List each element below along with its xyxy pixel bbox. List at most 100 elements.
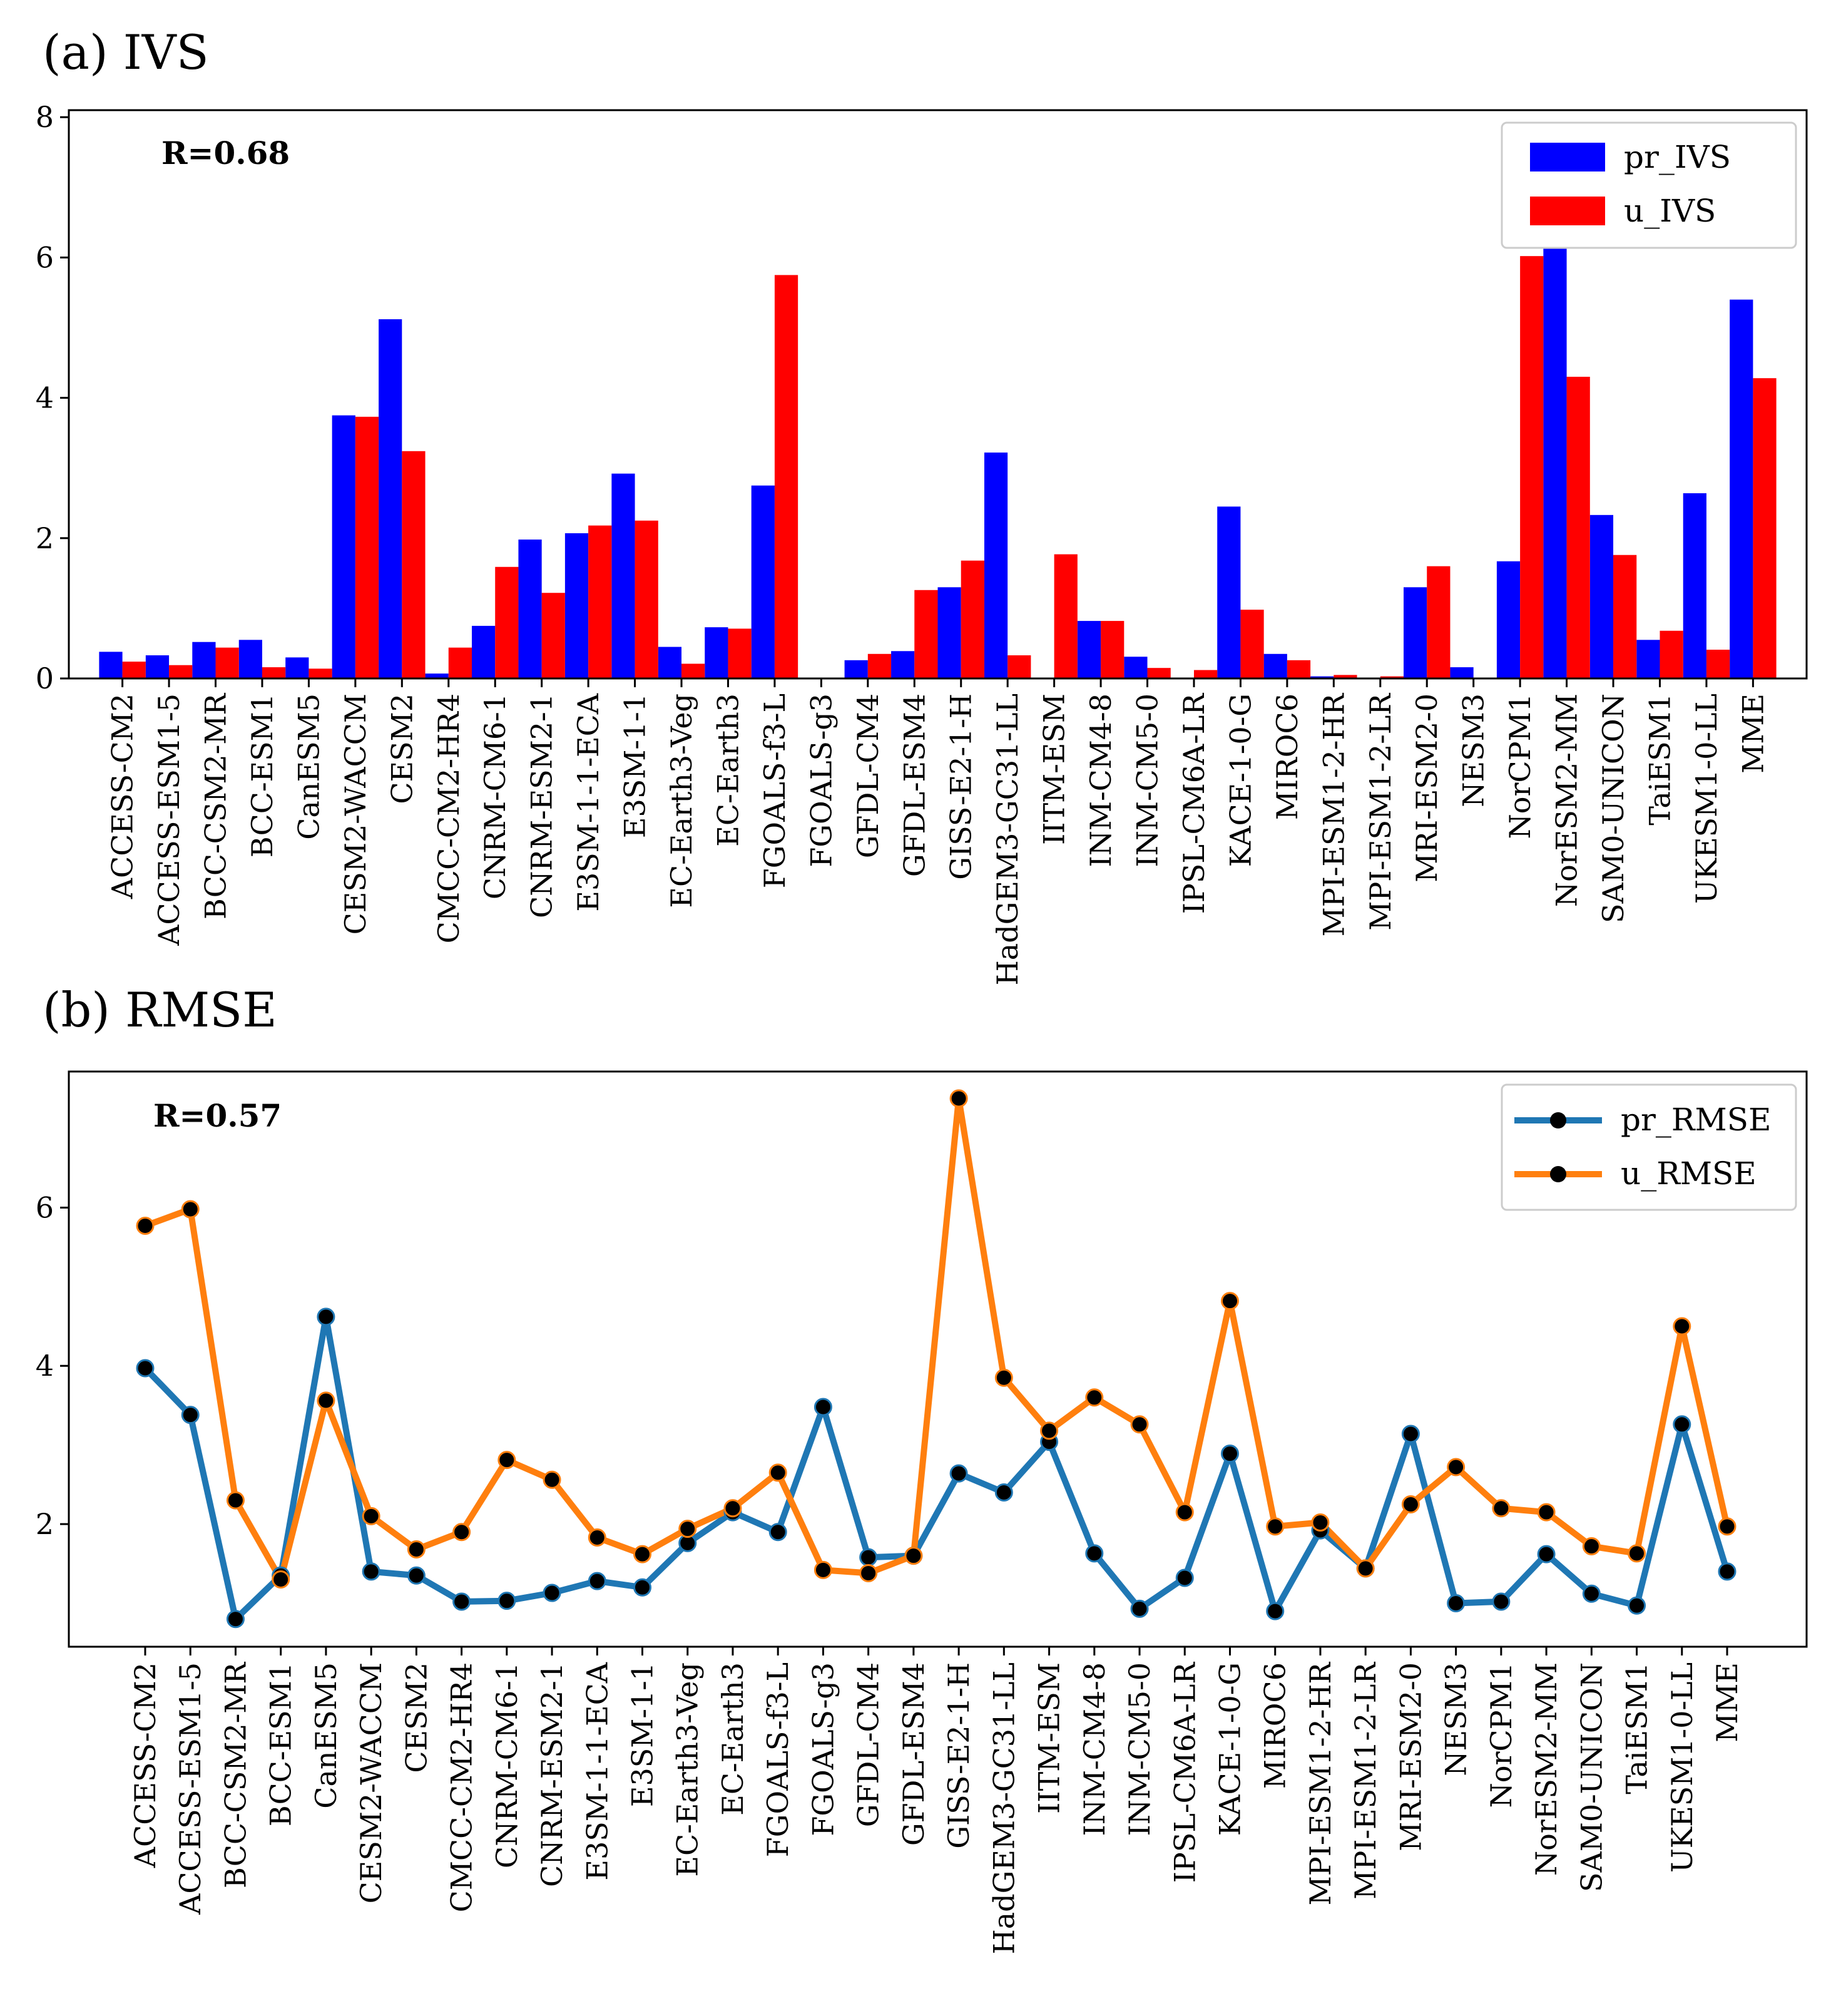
panel-a-x-tick-label-miroc6: MIROC6: [1270, 693, 1304, 820]
bar-u-ivs-norcpm1: [1520, 256, 1544, 679]
panel-a-y-tick-label: 4: [36, 381, 54, 415]
bar-pr-ivs-taiesm1: [1636, 640, 1660, 678]
point-u-rmse-noresm2-mm: [1537, 1503, 1556, 1522]
panel-b-lines: [136, 1089, 1737, 1629]
point-pr-rmse-giss-e2-1-h: [949, 1464, 968, 1483]
point-u-rmse-fgoals-f3-l: [768, 1463, 787, 1482]
panel-b-x-tick-label-mpi-esm1-2-hr: MPI-ESM1-2-HR: [1303, 1662, 1337, 1906]
point-pr-rmse-cnrm-cm6-1: [497, 1592, 516, 1610]
legend-label-u-rmse: u_RMSE: [1621, 1155, 1757, 1192]
panel-a-ivs-bar-chart: (a) IVS 0 2 4 6 8 ACCESS-CM2 ACCESS-ESM1-5 BCC…: [36, 24, 1808, 985]
panel-b-x-tick-label-mme: MME: [1710, 1662, 1744, 1742]
point-pr-rmse-access-esm1-5: [181, 1406, 200, 1425]
panel-a-x-tick-label-access-cm2: ACCESS-CM2: [106, 693, 140, 899]
point-u-rmse-access-cm2: [136, 1216, 155, 1235]
bar-pr-ivs-norcpm1: [1496, 561, 1521, 678]
bar-pr-ivs-inm-cm4-8: [1077, 621, 1101, 678]
point-u-rmse-cmcc-cm2-hr4: [452, 1523, 471, 1542]
panel-a-y-axis: 0 2 4 6 8: [36, 100, 69, 695]
bar-u-ivs-kace-1-0-g: [1240, 610, 1264, 678]
point-pr-rmse-sam0-unicon: [1582, 1584, 1601, 1603]
point-u-rmse-iitm-esm: [1040, 1421, 1059, 1440]
panel-a-x-axis: ACCESS-CM2 ACCESS-ESM1-5 BCC-CSM2-MR BCC-ES…: [106, 678, 1770, 985]
bar-u-ivs-cmcc-cm2-hr4: [448, 647, 472, 678]
bar-pr-ivs-mri-esm2-0: [1404, 587, 1427, 678]
panel-a-x-tick-label-mpi-esm1-2-lr: MPI-ESM1-2-LR: [1364, 693, 1397, 931]
panel-b-x-tick-label-fgoals-g3: FGOALS-g3: [806, 1662, 840, 1836]
bar-u-ivs-e3sm-1-1-eca: [588, 525, 612, 678]
panel-b-x-tick-label-fgoals-f3-l: FGOALS-f3-L: [761, 1662, 795, 1857]
panel-b-y-tick-label: 4: [36, 1349, 54, 1383]
bar-pr-ivs-cmcc-cm2-hr4: [425, 673, 449, 678]
panel-a-x-tick-label-ipsl-cm6a-lr: IPSL-CM6A-LR: [1177, 693, 1211, 914]
point-u-rmse-cnrm-cm6-1: [497, 1451, 516, 1470]
panel-a-x-tick-label-e3sm-1-1-eca: E3SM-1-1-ECA: [571, 693, 605, 911]
point-u-rmse-mpi-esm1-2-hr: [1311, 1513, 1330, 1532]
panel-b-x-tick-label-access-esm1-5: ACCESS-ESM1-5: [173, 1662, 207, 1915]
panel-b-x-tick-label-ec-earth3: EC-Earth3: [716, 1662, 750, 1816]
panel-b-y-axis: 2 4 6: [36, 1190, 69, 1541]
bar-u-ivs-cnrm-esm2-1: [541, 593, 565, 678]
panel-a-x-tick-label-fgoals-g3: FGOALS-g3: [804, 693, 838, 867]
panel-a-x-tick-label-cesm2: CESM2: [385, 693, 419, 804]
point-pr-rmse-norcpm1: [1492, 1592, 1511, 1611]
point-pr-rmse-e3sm-1-1: [633, 1578, 652, 1597]
point-pr-rmse-mme: [1718, 1562, 1737, 1581]
panel-a-x-tick-label-mme: MME: [1736, 693, 1770, 774]
bar-pr-ivs-access-cm2: [99, 652, 123, 678]
point-pr-rmse-nesm3: [1447, 1594, 1466, 1612]
bar-u-ivs-giss-e2-1-h: [961, 560, 984, 678]
panel-a-correlation-label: R=0.68: [161, 135, 290, 171]
bar-pr-ivs-ec-earth3: [705, 627, 728, 678]
bar-pr-ivs-kace-1-0-g: [1217, 506, 1241, 678]
bar-pr-ivs-gfdl-cm4: [844, 660, 868, 678]
bar-pr-ivs-gfdl-esm4: [891, 651, 915, 678]
point-u-rmse-bcc-csm2-mr: [226, 1491, 245, 1510]
bar-u-ivs-cesm2: [402, 451, 426, 678]
point-u-rmse-gfdl-esm4: [904, 1547, 923, 1565]
panel-b-x-tick-label-e3sm-1-1: E3SM-1-1: [626, 1662, 660, 1807]
panel-b-x-tick-label-ec-earth3-veg: EC-Earth3-Veg: [671, 1662, 705, 1877]
panel-b-axes-frame: [68, 1070, 1808, 1648]
point-pr-rmse-hadgem3-gc31-ll: [994, 1483, 1013, 1502]
bar-pr-ivs-ec-earth3-veg: [658, 647, 682, 678]
panel-a-x-tick-label-gfdl-cm4: GFDL-CM4: [851, 693, 885, 858]
panel-b-y-tick-label: 6: [36, 1190, 54, 1224]
panel-b-x-tick-label-nesm3: NESM3: [1439, 1662, 1473, 1776]
line-pr-rmse: [143, 1313, 1730, 1622]
panel-a-x-tick-label-iitm-esm: IITM-ESM: [1038, 693, 1071, 845]
panel-b-x-tick-label-inm-cm4-8: INM-CM4-8: [1078, 1662, 1111, 1836]
panel-b-x-tick-label-bcc-esm1: BCC-ESM1: [264, 1662, 298, 1826]
panel-b-x-tick-label-norcpm1: NorCPM1: [1484, 1662, 1518, 1808]
point-pr-rmse-miroc6: [1266, 1602, 1285, 1620]
bar-pr-ivs-cnrm-cm6-1: [471, 625, 496, 678]
panel-a-x-tick-label-mri-esm2-0: MRI-ESM2-0: [1410, 693, 1444, 883]
panel-a-x-tick-label-bcc-csm2-mr: BCC-CSM2-MR: [199, 693, 233, 919]
bar-u-ivs-ec-earth3: [728, 628, 752, 678]
point-u-rmse-cnrm-esm2-1: [543, 1470, 561, 1489]
point-pr-rmse-ukesm1-0-ll: [1673, 1415, 1691, 1434]
panel-b-x-axis: ACCESS-CM2 ACCESS-ESM1-5 BCC-CSM2-MR BCC-ES…: [128, 1647, 1744, 1954]
panel-a-x-tick-label-bcc-esm1: BCC-ESM1: [245, 693, 279, 857]
panel-a-x-tick-label-ec-earth3: EC-Earth3: [711, 693, 745, 847]
bar-u-ivs-bcc-csm2-mr: [215, 647, 239, 678]
bar-pr-ivs-cesm2-waccm: [332, 415, 355, 678]
panel-b-x-tick-label-access-cm2: ACCESS-CM2: [128, 1662, 162, 1868]
bar-u-ivs-taiesm1: [1660, 630, 1683, 678]
point-pr-rmse-cnrm-esm2-1: [543, 1584, 561, 1602]
point-u-rmse-miroc6: [1266, 1517, 1285, 1536]
bar-u-ivs-mpi-esm1-2-hr: [1334, 675, 1357, 678]
point-pr-rmse-access-cm2: [136, 1359, 155, 1378]
bar-u-ivs-iitm-esm: [1054, 554, 1078, 678]
point-u-rmse-inm-cm4-8: [1085, 1388, 1104, 1407]
bar-pr-ivs-e3sm-1-1: [611, 473, 635, 678]
panel-b-correlation-label: R=0.57: [153, 1097, 282, 1134]
point-u-rmse-mpi-esm1-2-lr: [1356, 1559, 1375, 1578]
legend-marker-pr-rmse: [1550, 1112, 1566, 1128]
bar-u-ivs-cnrm-cm6-1: [495, 566, 519, 678]
point-pr-rmse-mri-esm2-0: [1401, 1425, 1420, 1443]
bar-u-ivs-mme: [1753, 378, 1777, 678]
point-u-rmse-cesm2: [407, 1540, 426, 1559]
bar-pr-ivs-giss-e2-1-h: [937, 587, 961, 678]
